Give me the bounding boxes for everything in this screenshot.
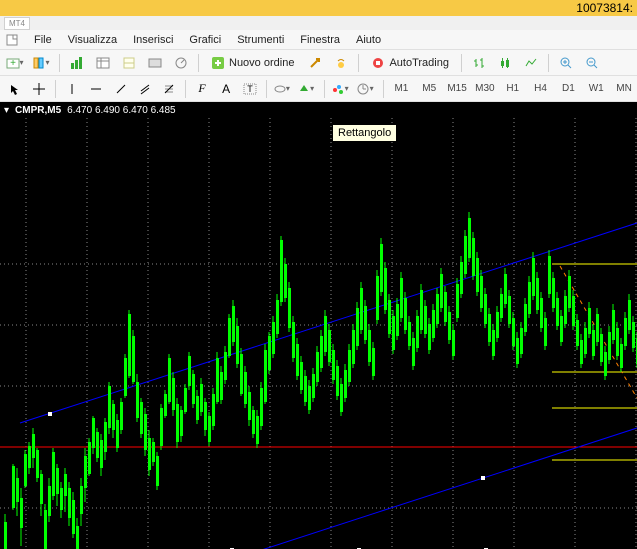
toolbar-row-1: +▾ ▾ Nuovo ordine AutoTrading xyxy=(0,50,637,76)
tf-h4[interactable]: H4 xyxy=(528,79,554,99)
plus-icon xyxy=(211,56,225,70)
equidistant-channel-button[interactable] xyxy=(134,78,156,100)
menu-file[interactable]: File xyxy=(26,32,60,48)
chart-dropdown-icon[interactable]: ▾ xyxy=(4,105,9,116)
chart-area[interactable]: Rettangolo xyxy=(0,118,637,549)
tf-mn[interactable]: MN xyxy=(611,79,637,99)
tf-d1[interactable]: D1 xyxy=(555,79,581,99)
candle-chart-button[interactable] xyxy=(493,52,517,74)
shapes-button[interactable]: ▾ xyxy=(272,78,294,100)
menu-tools[interactable]: Strumenti xyxy=(229,32,292,48)
arrows-button[interactable]: ▾ xyxy=(296,78,318,100)
app-logo-strip: MT4 xyxy=(0,16,637,30)
svg-text:T: T xyxy=(248,84,254,94)
terminal-button[interactable] xyxy=(143,52,167,74)
account-number: 10073814: xyxy=(576,1,633,15)
trendline-button[interactable] xyxy=(110,78,132,100)
data-window-button[interactable] xyxy=(91,52,115,74)
vertical-line-button[interactable] xyxy=(61,78,83,100)
chart-canvas xyxy=(0,118,637,549)
rectangle-tooltip: Rettangolo xyxy=(332,124,397,142)
tf-m30[interactable]: M30 xyxy=(472,79,498,99)
app-logo: MT4 xyxy=(4,17,30,30)
title-bar: 10073814: xyxy=(0,0,637,16)
zoom-in-button[interactable] xyxy=(554,52,578,74)
menu-window[interactable]: Finestra xyxy=(292,32,348,48)
bar-chart-button[interactable] xyxy=(467,52,491,74)
navigator-button[interactable] xyxy=(117,52,141,74)
chart-header: ▾ CMPR,M5 6.470 6.490 6.470 6.485 xyxy=(0,102,637,118)
line-chart-button[interactable] xyxy=(519,52,543,74)
tf-m1[interactable]: M1 xyxy=(388,79,414,99)
cursor-button[interactable] xyxy=(4,78,26,100)
menu-insert[interactable]: Inserisci xyxy=(125,32,181,48)
tf-w1[interactable]: W1 xyxy=(583,79,609,99)
autotrading-button[interactable]: AutoTrading xyxy=(364,52,456,74)
chart-ohlc: 6.470 6.490 6.470 6.485 xyxy=(67,105,175,116)
tf-m5[interactable]: M5 xyxy=(416,79,442,99)
profiles-button[interactable]: ▾ xyxy=(30,52,54,74)
tf-h1[interactable]: H1 xyxy=(500,79,526,99)
crosshair-button[interactable] xyxy=(28,78,50,100)
menu-help[interactable]: Aiuto xyxy=(348,32,389,48)
autotrading-icon xyxy=(371,56,385,70)
svg-text:+: + xyxy=(10,58,16,69)
strategy-tester-button[interactable] xyxy=(169,52,193,74)
menu-charts[interactable]: Grafici xyxy=(181,32,229,48)
file-icon xyxy=(4,32,20,48)
new-order-button[interactable]: Nuovo ordine xyxy=(204,52,301,74)
horizontal-line-button[interactable] xyxy=(85,78,107,100)
metatrader-market-button[interactable] xyxy=(303,52,327,74)
market-watch-button[interactable] xyxy=(65,52,89,74)
new-chart-button[interactable]: +▾ xyxy=(4,52,28,74)
menu-bar: File Visualizza Inserisci Grafici Strume… xyxy=(0,30,637,50)
toolbar-row-2: F A T ▾ ▾ ▾ ▾ M1 M5 M15 M30 H1 H4 D1 W1 … xyxy=(0,76,637,102)
tf-m15[interactable]: M15 xyxy=(444,79,470,99)
periods-button[interactable]: ▾ xyxy=(355,78,378,100)
signals-button[interactable] xyxy=(329,52,353,74)
text-object-button[interactable]: T xyxy=(239,78,261,100)
text-label-button[interactable]: A xyxy=(215,78,237,100)
fibonacci-button[interactable] xyxy=(158,78,180,100)
menu-view[interactable]: Visualizza xyxy=(60,32,125,48)
chart-symbol: CMPR,M5 xyxy=(15,105,61,116)
indicators-button[interactable]: ▾ xyxy=(330,78,353,100)
text-button[interactable]: F xyxy=(191,78,213,100)
zoom-out-button[interactable] xyxy=(580,52,604,74)
